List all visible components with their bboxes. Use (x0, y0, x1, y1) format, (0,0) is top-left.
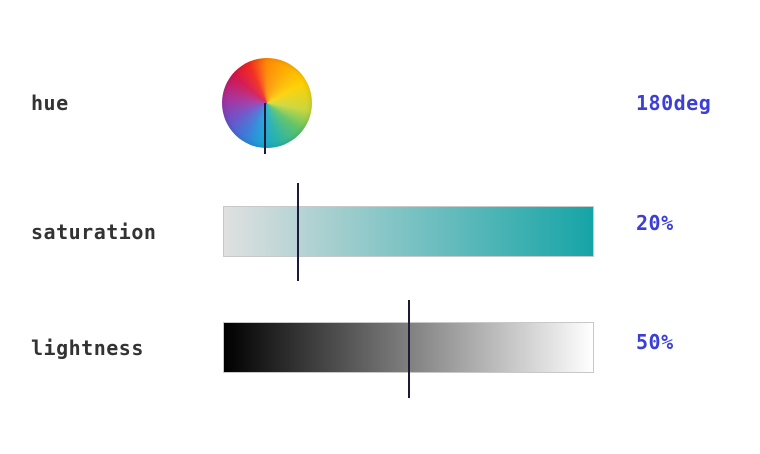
lightness-marker[interactable] (408, 300, 410, 398)
hue-label: hue (31, 91, 69, 115)
saturation-label: saturation (31, 220, 157, 244)
lightness-label: lightness (31, 336, 144, 360)
hue-value: 180deg (636, 91, 712, 115)
lightness-value: 50% (636, 330, 674, 354)
saturation-bar[interactable] (223, 206, 594, 257)
hue-wheel[interactable] (222, 58, 312, 148)
saturation-marker[interactable] (297, 183, 299, 281)
saturation-value: 20% (636, 211, 674, 235)
hue-marker[interactable] (264, 103, 266, 154)
